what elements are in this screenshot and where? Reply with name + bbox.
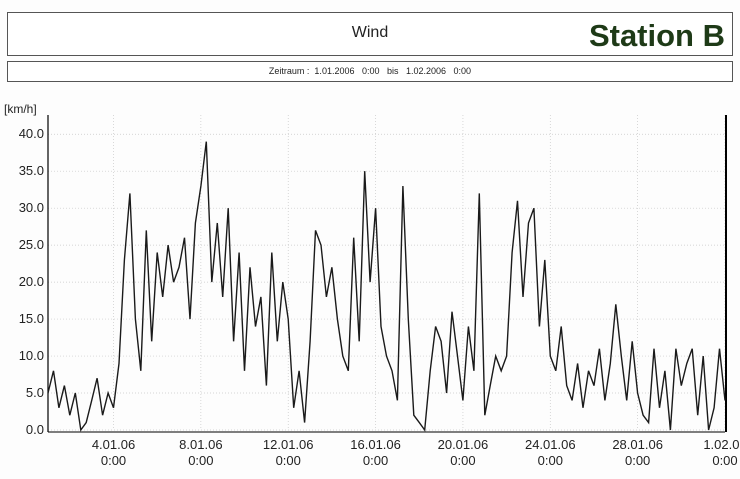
y-tick-label: 0.0 bbox=[25, 422, 44, 437]
title-box bbox=[7, 12, 733, 56]
y-tick-label: 35.0 bbox=[18, 163, 44, 179]
wind-line bbox=[47, 141, 726, 432]
station-label: Station B bbox=[588, 18, 725, 53]
x-tick-label: 24.01.06 0:00 bbox=[524, 437, 576, 468]
y-tick-label: 10.0 bbox=[18, 348, 44, 364]
x-tick-label: 4.01.06 0:00 bbox=[91, 437, 136, 468]
x-tick-label: 28.01.06 0:00 bbox=[612, 437, 663, 468]
x-tick-label: 8.01.06 0:00 bbox=[179, 437, 223, 468]
y-tick-label: 15.0 bbox=[18, 311, 44, 327]
x-tick-label: 20.01.06 0:00 bbox=[437, 437, 489, 468]
y-tick-label: 5.0 bbox=[25, 385, 44, 401]
x-tick-label: 12.01.06 0:00 bbox=[262, 437, 314, 468]
period-box bbox=[7, 61, 733, 82]
y-tick-label: 20.0 bbox=[18, 274, 44, 290]
chart-title: Wind bbox=[351, 24, 389, 41]
y-tick-label: 40.0 bbox=[18, 126, 44, 142]
y-axis-label: [km/h] bbox=[4, 102, 37, 116]
x-tick-label: 1.02.06 0:00 bbox=[703, 437, 740, 468]
x-tick-label: 16.01.06 0:00 bbox=[350, 437, 401, 468]
period-text: Zeitraum : 1.01.2006 0:00 bis 1.02.2006 … bbox=[268, 66, 472, 76]
y-tick-label: 25.0 bbox=[18, 237, 44, 253]
y-tick-label: 30.0 bbox=[18, 200, 44, 216]
